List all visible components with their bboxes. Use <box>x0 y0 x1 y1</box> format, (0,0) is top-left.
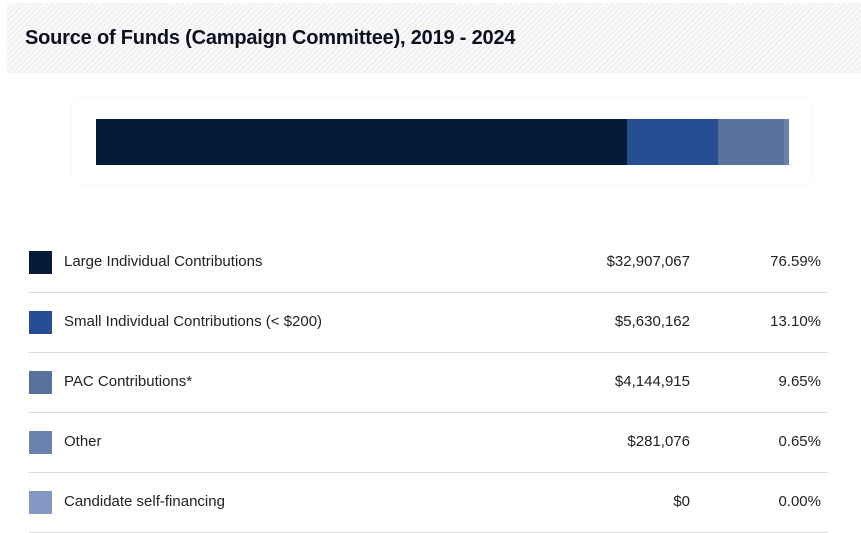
bar-segment <box>784 119 789 165</box>
stacked-bar-card <box>72 98 812 184</box>
legend-row-self-financing: Candidate self-financing $0 0.00% <box>29 473 828 533</box>
legend-label: PAC Contributions* <box>64 373 193 390</box>
legend-label: Other <box>64 433 102 450</box>
legend-label: Small Individual Contributions (< $200) <box>64 313 323 330</box>
legend-percent: 0.65% <box>778 433 821 450</box>
legend-row-large-individual: Large Individual Contributions $32,907,0… <box>29 233 828 293</box>
legend-amount: $4,144,915 <box>614 373 690 390</box>
stacked-bar <box>96 119 789 165</box>
chart-header: Source of Funds (Campaign Committee), 20… <box>7 3 861 73</box>
legend-amount: $281,076 <box>627 433 690 450</box>
legend-row-small-individual: Small Individual Contributions (< $200) … <box>29 293 828 353</box>
legend-amount: $5,630,162 <box>614 313 690 330</box>
legend-label: Large Individual Contributions <box>64 253 263 270</box>
color-swatch <box>29 251 52 274</box>
legend-percent: 76.59% <box>770 253 821 270</box>
color-swatch <box>29 431 52 454</box>
legend-row-pac: PAC Contributions* $4,144,915 9.65% <box>29 353 828 413</box>
color-swatch <box>29 371 52 394</box>
bar-segment <box>717 119 785 165</box>
legend-percent: 0.00% <box>778 493 821 510</box>
chart-title: Source of Funds (Campaign Committee), 20… <box>25 27 516 49</box>
bar-segment <box>626 119 718 165</box>
legend-percent: 13.10% <box>770 313 821 330</box>
legend-amount: $32,907,067 <box>606 253 690 270</box>
legend-percent: 9.65% <box>778 373 821 390</box>
legend-table: Large Individual Contributions $32,907,0… <box>29 233 828 533</box>
legend-row-other: Other $281,076 0.65% <box>29 413 828 473</box>
color-swatch <box>29 491 52 514</box>
bar-segment <box>96 119 627 165</box>
color-swatch <box>29 311 52 334</box>
legend-amount: $0 <box>673 493 690 510</box>
legend-label: Candidate self-financing <box>64 493 225 510</box>
